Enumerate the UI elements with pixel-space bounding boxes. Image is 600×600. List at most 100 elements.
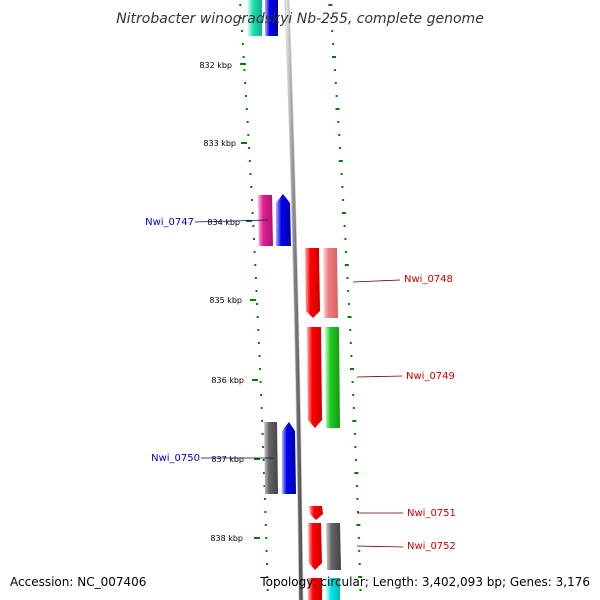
accession-text: Accession: NC_007406: [10, 575, 146, 589]
gene-nwi-0747-magenta[interactable]: [258, 195, 273, 246]
tick-label: 837 kbp: [211, 455, 244, 464]
tick-836: 836 kbp: [211, 376, 258, 385]
genome-backbone: [284, 0, 304, 600]
genome-title: Nitrobacter winogradskyi Nb-255, complet…: [116, 11, 484, 27]
guide-dot: [352, 420, 357, 422]
guide-dot: [264, 511, 267, 513]
guide-dot: [263, 498, 266, 500]
guide-dot: [262, 459, 265, 461]
label-nwi-0751[interactable]: Nwi_0751: [357, 508, 456, 519]
guide-dot: [247, 134, 250, 136]
guide-dot: [347, 316, 352, 318]
gene-label[interactable]: Nwi_0749: [406, 371, 455, 382]
guide-dot: [261, 433, 264, 435]
gene-nwi-0751-arrow[interactable]: [309, 506, 323, 520]
gene-label[interactable]: Nwi_0750: [151, 453, 200, 464]
gene-nwi-0752-gray[interactable]: [326, 523, 341, 570]
guide-dot: [250, 199, 253, 201]
gene-nwi-0749-green[interactable]: [325, 327, 340, 428]
guide-dot: [256, 303, 259, 305]
guide-dot: [241, 30, 243, 32]
guide-dot: [337, 121, 340, 123]
guide-dot: [254, 277, 257, 279]
label-nwi-0747[interactable]: Nwi_0747: [145, 217, 269, 228]
guide-dot: [242, 56, 245, 58]
guide-dot: [340, 173, 343, 175]
label-nwi-0750[interactable]: Nwi_0750: [151, 453, 273, 464]
gene-nwi-0750-arrow[interactable]: [282, 422, 296, 494]
gene-label[interactable]: Nwi_0751: [407, 508, 456, 519]
guide-dot: [338, 134, 341, 136]
guide-dot: [259, 368, 261, 370]
label-nwi-0749[interactable]: Nwi_0749: [356, 371, 455, 382]
guide-dot: [356, 498, 359, 500]
guide-dot: [333, 69, 336, 71]
guide-dot: [334, 82, 337, 84]
guide-dot: [355, 485, 358, 487]
tick-label: 838 kbp: [210, 534, 243, 543]
label-nwi-0748[interactable]: Nwi_0748: [352, 274, 453, 285]
gene-bottom-red[interactable]: [308, 578, 322, 600]
gene-bottom-cyan[interactable]: [326, 578, 340, 600]
guide-dot: [265, 550, 268, 552]
guide-dot: [263, 472, 265, 474]
guide-dot: [239, 4, 242, 6]
guide-dot: [266, 576, 269, 578]
guide-dot: [260, 394, 263, 396]
guide-dot: [250, 186, 253, 188]
gene-nwi-0752-arrow[interactable]: [308, 523, 322, 570]
gene-nwi-0748-arrow[interactable]: [305, 248, 320, 318]
guide-dot: [345, 251, 348, 253]
guide-dot: [354, 459, 357, 461]
guide-dot: [261, 420, 264, 422]
tick-label: 832 kbp: [199, 61, 232, 70]
label-nwi-0752[interactable]: Nwi_0752: [356, 541, 456, 552]
gene-label[interactable]: Nwi_0752: [407, 541, 456, 552]
guide-dot: [254, 264, 257, 266]
guide-dot: [332, 43, 335, 45]
guide-dot: [349, 342, 352, 344]
guide-dot: [258, 355, 261, 357]
guide-dot: [331, 30, 334, 32]
guide-dot: [358, 576, 363, 578]
gene-nwi-0748-pink[interactable]: [323, 248, 338, 318]
gene-nwi-0747-arrow[interactable]: [276, 194, 291, 246]
guide-dot: [359, 589, 362, 591]
guide-dot: [253, 238, 255, 240]
tick-832: 832 kbp: [199, 61, 246, 70]
gene-label[interactable]: Nwi_0748: [404, 274, 453, 285]
guide-dot: [356, 511, 359, 513]
tick-label: 833 kbp: [203, 139, 236, 148]
guide-dot: [332, 56, 336, 58]
gene-top-blue[interactable]: [265, 0, 278, 36]
guide-dot: [349, 329, 352, 331]
guide-dot: [260, 407, 263, 409]
gene-label[interactable]: Nwi_0747: [145, 217, 194, 228]
guide-dot: [338, 160, 343, 162]
guide-dot: [354, 446, 357, 448]
guide-dot: [358, 563, 361, 565]
guide-dot: [356, 524, 361, 526]
tick-838: 838 kbp: [210, 534, 260, 543]
guide-dot: [351, 381, 354, 383]
guide-dot: [244, 82, 247, 84]
outer-dotted-guide: [328, 4, 363, 591]
guide-dot: [352, 407, 355, 409]
guide-dot: [264, 524, 267, 526]
guide-dot: [248, 147, 251, 149]
guide-dot: [262, 446, 265, 448]
guide-dot: [335, 108, 340, 110]
guide-dot: [354, 472, 359, 474]
tick-label: 836 kbp: [211, 376, 244, 385]
guide-dot: [251, 212, 254, 214]
gene-nwi-0749-arrow[interactable]: [307, 327, 322, 428]
guide-dot: [347, 290, 350, 292]
guide-dot: [341, 186, 344, 188]
gene-top-teal[interactable]: [248, 0, 262, 36]
tick-835: 835 kbp: [209, 296, 256, 305]
guide-dot: [252, 225, 255, 227]
guide-dot: [257, 329, 260, 331]
guide-dot: [353, 433, 356, 435]
tick-label: 834 kbp: [207, 218, 240, 227]
